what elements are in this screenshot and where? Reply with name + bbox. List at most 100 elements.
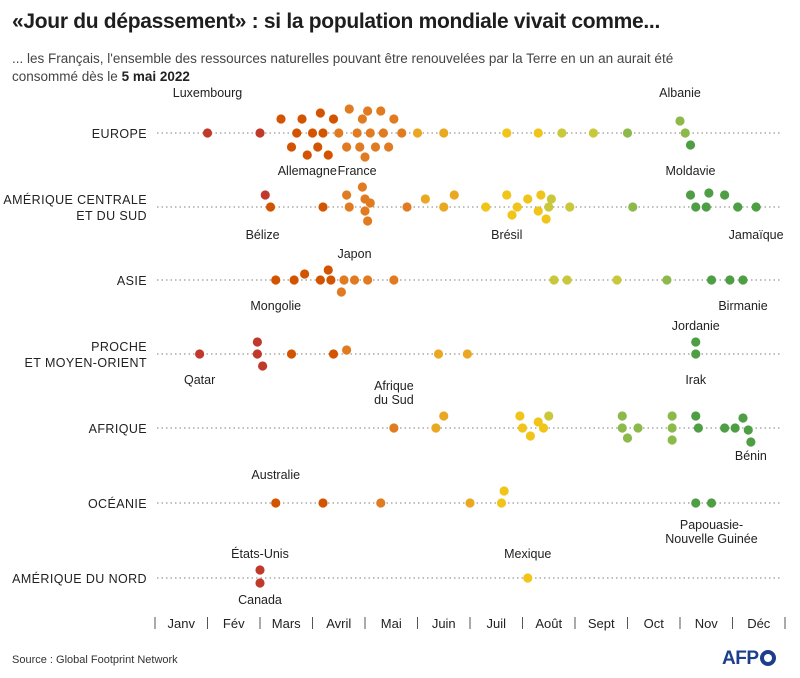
country-dot: [496, 498, 507, 508]
country-dot: [691, 349, 701, 359]
row-label: ET DU SUD: [76, 209, 147, 223]
country-label: Australie: [251, 468, 300, 482]
country-dot: [617, 423, 627, 433]
country-dot: [743, 425, 753, 435]
country-dot: [691, 498, 701, 508]
country-dot: [622, 128, 633, 138]
country-dot: [328, 349, 339, 359]
country-dot: [370, 142, 381, 152]
country-dot: [433, 349, 444, 359]
afp-logo-text: AFP: [722, 648, 759, 669]
country-dot: [502, 190, 512, 200]
country-dot: [271, 275, 281, 285]
country-dot: [706, 275, 717, 285]
country-dot: [730, 423, 740, 433]
country-dot: [376, 498, 386, 508]
month-tick-label: Janv: [168, 616, 196, 631]
country-dot: [323, 265, 333, 275]
country-dot: [622, 433, 633, 443]
country-dot: [202, 128, 213, 138]
country-dot: [397, 128, 407, 138]
country-label: Moldavie: [665, 164, 715, 178]
month-tick-label: Mai: [381, 616, 402, 631]
country-label: Qatar: [184, 373, 215, 387]
country-label: France: [338, 164, 377, 178]
country-dot: [342, 190, 352, 200]
country-dot: [336, 287, 346, 297]
country-dot: [260, 190, 270, 200]
country-label: Mongolie: [250, 299, 301, 313]
country-dot: [431, 423, 441, 433]
country-dot: [420, 194, 430, 204]
country-dot: [365, 128, 375, 138]
row-label: PROCHE: [91, 340, 147, 354]
country-dot: [318, 498, 328, 508]
month-tick-label: Avril: [326, 616, 351, 631]
country-dot: [685, 140, 696, 150]
country-dot: [302, 150, 312, 160]
country-dot: [706, 498, 717, 508]
source-note: Source : Global Footprint Network: [12, 654, 178, 666]
country-dot: [549, 275, 559, 285]
country-dot: [725, 275, 735, 285]
country-dot: [544, 202, 554, 212]
country-label: Jordanie: [672, 319, 720, 333]
country-dot: [465, 498, 475, 508]
country-dot: [292, 128, 302, 138]
country-dot: [746, 437, 756, 447]
country-dot: [265, 202, 276, 212]
country-dot: [512, 202, 522, 212]
country-dot: [481, 202, 491, 212]
country-dot: [617, 411, 627, 421]
country-dot: [300, 269, 310, 279]
country-dot: [344, 104, 354, 114]
country-label: Irak: [685, 373, 707, 387]
subtitle-text: ... les Français, l'ensemble des ressour…: [12, 51, 674, 84]
country-dot: [693, 423, 703, 433]
country-dot: [342, 142, 352, 152]
country-dot: [565, 202, 575, 212]
country-dot: [685, 190, 696, 200]
country-dot: [342, 345, 352, 355]
country-dot: [704, 188, 714, 198]
country-dot: [751, 202, 761, 212]
country-dot: [412, 128, 423, 138]
row-label: OCÉANIE: [88, 496, 147, 511]
country-label: Canada: [238, 593, 282, 607]
country-dot: [355, 142, 365, 152]
country-dot: [323, 150, 333, 160]
country-dot: [389, 275, 399, 285]
country-label: Japon: [337, 247, 371, 261]
country-dot: [523, 194, 533, 204]
country-dot: [628, 202, 638, 212]
subtitle: ... les Français, l'ensemble des ressour…: [12, 50, 712, 86]
country-dot: [517, 423, 528, 433]
country-dot: [313, 142, 323, 152]
country-dot: [449, 190, 459, 200]
country-dot: [633, 423, 643, 433]
country-dot: [507, 210, 517, 220]
month-tick-label: Juin: [432, 616, 456, 631]
country-dot: [389, 423, 399, 433]
month-tick-label: Août: [535, 616, 562, 631]
country-dot: [562, 275, 572, 285]
country-dot: [384, 142, 394, 152]
country-dot: [378, 128, 388, 138]
country-label: Birmanie: [718, 299, 767, 313]
country-dot: [363, 216, 373, 226]
country-dot: [439, 128, 449, 138]
country-dot: [363, 275, 373, 285]
month-tick-label: Juil: [486, 616, 506, 631]
country-dot: [255, 578, 265, 588]
country-label: Allemagne: [278, 164, 337, 178]
country-label: Jamaïque: [729, 228, 784, 242]
country-dot: [680, 128, 690, 138]
country-label: Afrique: [374, 379, 414, 393]
country-label: du Sud: [374, 393, 414, 407]
country-dot: [439, 202, 449, 212]
country-label: Albanie: [659, 86, 701, 100]
country-dot: [691, 411, 701, 421]
month-tick-label: Nov: [695, 616, 719, 631]
country-dot: [344, 202, 354, 212]
country-dot: [525, 431, 535, 441]
